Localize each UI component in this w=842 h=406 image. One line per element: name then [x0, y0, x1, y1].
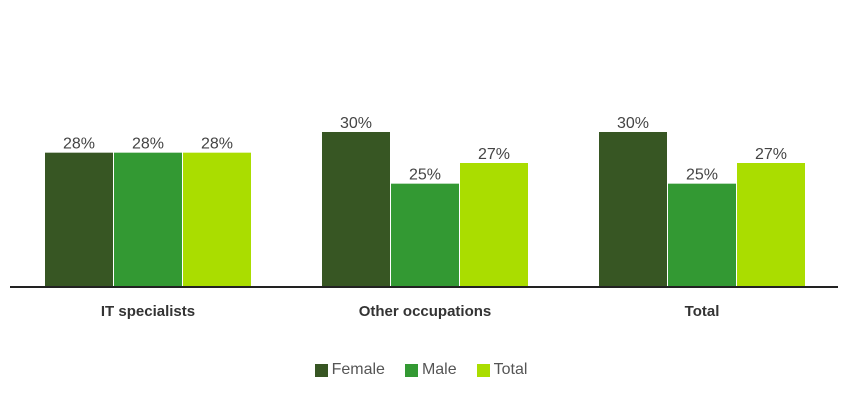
legend-swatch-total: [476, 363, 490, 377]
bar-it-specialists-female: [45, 152, 113, 287]
data-label-it-specialists-female: 28%: [63, 136, 95, 153]
data-label-total-female: 30%: [617, 115, 649, 132]
data-label-total-total: 27%: [755, 146, 787, 163]
legend-swatch-male: [404, 363, 418, 377]
data-label-total-male: 25%: [686, 167, 718, 184]
bar-it-specialists-male: [114, 152, 182, 287]
bar-total-male: [668, 183, 736, 287]
value-labels-group: 28% 28% 28% 30% 25% 27% 30% 25% 27%: [63, 115, 787, 184]
bar-other-occupations-total: [460, 163, 528, 287]
bar-it-specialists-total: [183, 152, 251, 287]
category-labels-group: IT specialists Other occupations Total: [101, 303, 719, 320]
data-label-other-occupations-female: 30%: [340, 115, 372, 132]
legend-item-total: Total: [476, 361, 528, 379]
bar-other-occupations-female: [322, 132, 390, 287]
data-label-other-occupations-male: 25%: [409, 167, 441, 184]
legend-label-male: Male: [421, 361, 457, 378]
bar-total-female: [599, 132, 667, 287]
data-label-it-specialists-male: 28%: [132, 136, 164, 153]
bars-group: [45, 132, 805, 287]
legend-item-female: Female: [314, 361, 385, 379]
category-label-other-occupations: Other occupations: [359, 303, 492, 320]
bar-total-total: [737, 163, 805, 287]
category-label-it-specialists: IT specialists: [101, 303, 195, 320]
bar-other-occupations-male: [391, 183, 459, 287]
category-label-total: Total: [685, 303, 720, 320]
data-label-other-occupations-total: 27%: [478, 146, 510, 163]
legend-label-total: Total: [493, 361, 528, 378]
data-label-it-specialists-total: 28%: [201, 136, 233, 153]
legend-label-female: Female: [331, 361, 385, 378]
legend-swatch-female: [314, 363, 328, 377]
legend-item-male: Male: [404, 361, 457, 379]
legend: Female Male Total: [0, 361, 842, 379]
